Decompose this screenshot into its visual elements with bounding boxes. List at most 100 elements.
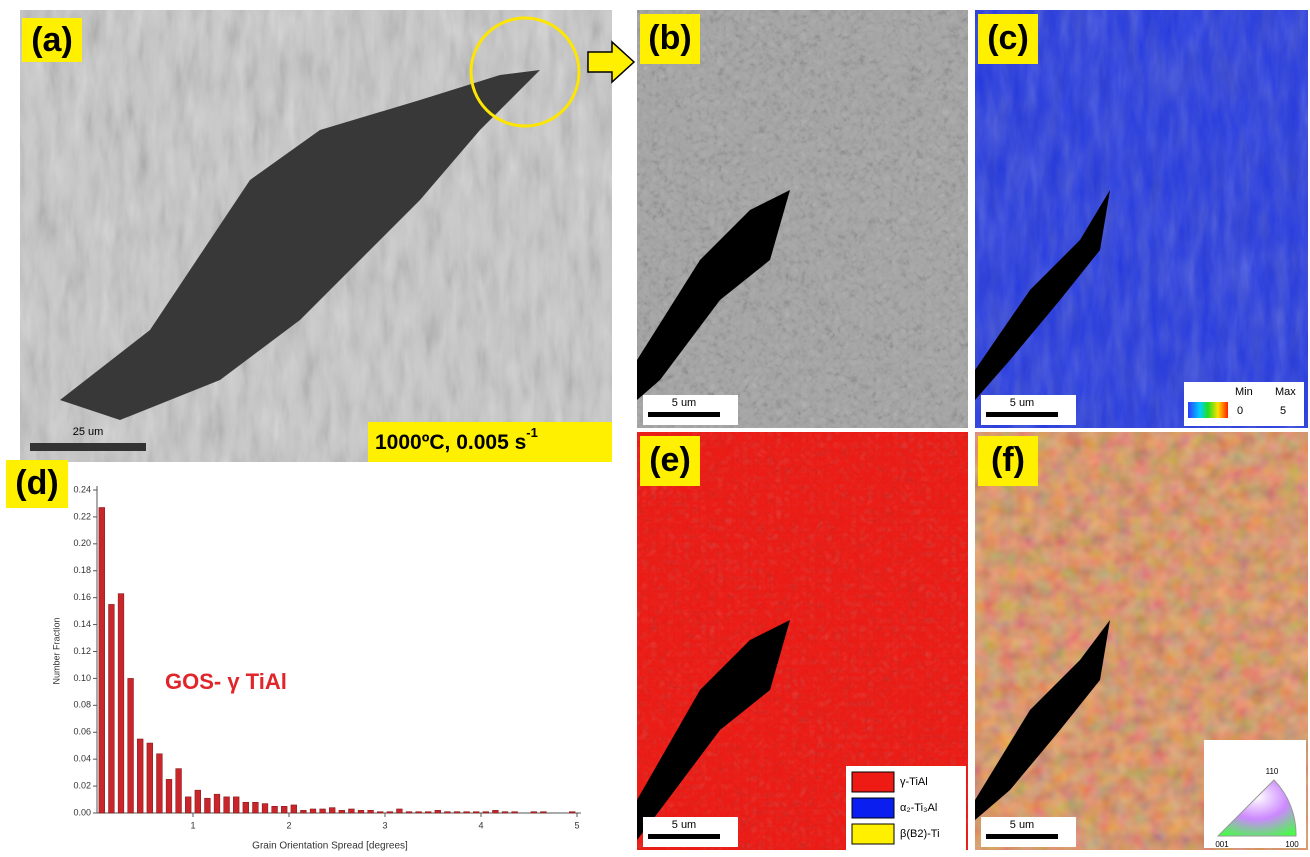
colorbar-min-label: Min xyxy=(1235,386,1253,398)
y-tick-label: 0.06 xyxy=(73,727,91,737)
panel-label: (e) xyxy=(649,441,691,479)
bar xyxy=(435,810,441,813)
x-tick-label: 5 xyxy=(574,820,579,830)
panel-b: (b) 5 um xyxy=(637,10,968,428)
legend-swatch xyxy=(852,772,894,792)
panel-c: (c) 5 um Min Max 0 5 xyxy=(975,10,1308,428)
x-tick-label: 2 xyxy=(286,820,291,830)
bar xyxy=(512,812,518,813)
bar xyxy=(291,805,297,813)
legend-label: β(B2)-Ti xyxy=(900,828,940,840)
bar xyxy=(387,812,393,813)
y-tick-label: 0.04 xyxy=(73,754,91,764)
scale-label: 25 um xyxy=(73,426,104,438)
bar xyxy=(358,810,364,813)
bar xyxy=(224,797,230,813)
condition-text: 1000ºC, 0.005 s xyxy=(375,431,526,454)
annotation: GOS- γ TiAl xyxy=(165,669,287,694)
y-tick-label: 0.16 xyxy=(73,592,91,602)
bar xyxy=(109,604,115,813)
bar xyxy=(473,812,479,813)
panel-d: (d) GOS- γ TiAl Grain Orientation Spread… xyxy=(6,460,581,852)
scale-bar xyxy=(986,412,1058,417)
bar xyxy=(416,812,422,813)
legend-swatch xyxy=(852,824,894,844)
legend-label: γ-TiAl xyxy=(900,776,928,788)
scale-label: 5 um xyxy=(1010,819,1034,831)
micrograph-texture xyxy=(637,10,968,428)
bar xyxy=(483,812,489,813)
panel-label: (c) xyxy=(987,19,1029,57)
bar xyxy=(185,797,191,813)
bar xyxy=(99,507,105,813)
bar xyxy=(214,794,220,813)
colorbar-max-label: Max xyxy=(1275,386,1296,398)
bar xyxy=(195,790,201,813)
y-tick-label: 0.20 xyxy=(73,538,91,548)
x-tick-label: 4 xyxy=(478,820,483,830)
scale-bar xyxy=(30,443,146,451)
y-axis-label: Number Fraction xyxy=(51,617,61,684)
bar xyxy=(349,809,355,813)
y-tick-label: 0.02 xyxy=(73,780,91,790)
page: {"panels": { "a": {"label": "(a)", "scal… xyxy=(0,0,1310,852)
bar xyxy=(377,812,383,813)
y-tick-label: 0.14 xyxy=(73,619,91,629)
bar xyxy=(531,812,537,813)
x-axis-label: Grain Orientation Spread [degrees] xyxy=(252,841,408,852)
bar xyxy=(272,806,278,813)
bar xyxy=(233,797,239,813)
bar xyxy=(301,810,307,813)
bar xyxy=(310,809,316,813)
bar xyxy=(493,810,499,813)
bar xyxy=(454,812,460,813)
y-tick-label: 0.10 xyxy=(73,673,91,683)
bar xyxy=(205,798,211,813)
figure: (a) 25 um 1000ºC, 0.005 s-1 (b) 5 um (c)… xyxy=(0,0,1310,852)
panel-label: (b) xyxy=(648,19,691,57)
kam-texture xyxy=(975,10,1308,428)
bar xyxy=(425,812,431,813)
scale-bar xyxy=(648,834,720,839)
colorbar-max: 5 xyxy=(1280,405,1286,417)
panel-e: (e) 5 um γ-TiAl α₂-Ti₃Al β(B2)-Ti xyxy=(637,432,968,850)
triangle-label: 110 xyxy=(1266,767,1279,776)
bar xyxy=(464,812,470,813)
bar xyxy=(397,809,403,813)
scale-label: 5 um xyxy=(672,819,696,831)
bar xyxy=(339,810,345,813)
panel-label: (f) xyxy=(991,441,1025,479)
triangle-label: 001 xyxy=(1215,840,1229,849)
scale-label: 5 um xyxy=(1010,397,1034,409)
panel-a: (a) 25 um 1000ºC, 0.005 s-1 xyxy=(20,10,612,462)
y-tick-label: 0.00 xyxy=(73,807,91,817)
scale-label: 5 um xyxy=(672,397,696,409)
y-tick-label: 0.08 xyxy=(73,700,91,710)
bar xyxy=(253,802,259,813)
bar xyxy=(157,754,163,813)
colorbar xyxy=(1188,402,1228,418)
panel-label: (a) xyxy=(31,21,73,59)
bar xyxy=(128,678,134,813)
y-tick-label: 0.24 xyxy=(73,484,91,494)
bar xyxy=(502,812,508,813)
panel-f: (f) 5 um 110 001 100 xyxy=(975,432,1308,850)
legend-swatch xyxy=(852,798,894,818)
scale-bar xyxy=(648,412,720,417)
bar xyxy=(147,743,153,813)
condition: 1000ºC, 0.005 s-1 xyxy=(375,425,538,453)
condition-sup: -1 xyxy=(526,425,538,440)
bar xyxy=(166,779,172,813)
bar xyxy=(262,804,268,813)
y-tick-label: 0.12 xyxy=(73,646,91,656)
bar xyxy=(445,812,451,813)
y-tick-label: 0.18 xyxy=(73,565,91,575)
y-tick-label: 0.22 xyxy=(73,511,91,521)
bar xyxy=(329,808,335,813)
bar xyxy=(137,739,143,813)
bar xyxy=(406,812,412,813)
colorbar-min: 0 xyxy=(1237,405,1243,417)
bar xyxy=(243,802,249,813)
panel-label: (d) xyxy=(15,464,58,502)
bar xyxy=(320,809,326,813)
